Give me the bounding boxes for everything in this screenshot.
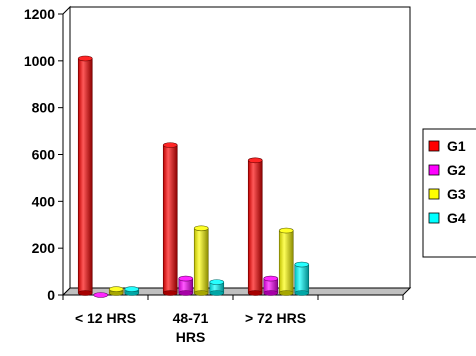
- bar-base: [279, 291, 293, 296]
- legend: G1 G2 G3 G4: [423, 129, 476, 257]
- x-tick-label: HRS: [176, 329, 206, 345]
- x-tick-label: 48-71: [173, 310, 209, 326]
- x-axis: < 12 HRS 48-71 HRS > 72 HRS: [63, 295, 403, 345]
- plot-walls: [63, 7, 410, 295]
- bar-body: [248, 160, 262, 293]
- bar-top: [279, 228, 293, 233]
- y-tick-label: 400: [32, 193, 56, 209]
- bar: [179, 276, 193, 295]
- bar: [210, 280, 224, 296]
- bar-base: [295, 291, 309, 296]
- bar-base: [248, 291, 262, 296]
- bar-base: [210, 291, 224, 296]
- bar-base: [179, 291, 193, 296]
- legend-label: G3: [447, 186, 466, 202]
- bar: [94, 293, 108, 298]
- bar-top: [264, 276, 278, 281]
- legend-swatch: [429, 165, 439, 175]
- bar: [125, 287, 139, 296]
- bar-top: [109, 287, 123, 292]
- bar-top: [210, 280, 224, 285]
- bar-top: [125, 287, 139, 292]
- y-tick-label: 600: [32, 147, 56, 163]
- bar-top: [94, 293, 108, 298]
- side-wall: [63, 7, 70, 295]
- legend-label: G4: [447, 210, 466, 226]
- y-axis: 0 200 400 600 800 1000 1200: [24, 6, 63, 303]
- bar-body: [279, 231, 293, 293]
- bar-body: [163, 145, 177, 293]
- y-tick-label: 200: [32, 240, 56, 256]
- bar-body: [194, 228, 208, 293]
- y-tick-label: 0: [47, 287, 55, 303]
- bar: [78, 56, 92, 296]
- bar-top: [163, 143, 177, 148]
- y-tick-label: 1000: [24, 53, 55, 69]
- x-tick-label: < 12 HRS: [75, 310, 136, 326]
- bar: [248, 158, 262, 296]
- x-tick-label: > 72 HRS: [245, 310, 306, 326]
- bar: [264, 276, 278, 295]
- bar-base: [163, 291, 177, 296]
- bar: [295, 262, 309, 295]
- legend-swatch: [429, 189, 439, 199]
- bar-top: [295, 262, 309, 267]
- bar-top: [248, 158, 262, 163]
- bar-base: [264, 291, 278, 296]
- bar-body: [78, 58, 92, 293]
- bar-top: [179, 276, 193, 281]
- bar-base: [78, 291, 92, 296]
- bar: [194, 226, 208, 296]
- bar: [279, 228, 293, 295]
- bar: [109, 287, 123, 296]
- legend-swatch: [429, 213, 439, 223]
- bar-base: [194, 291, 208, 296]
- legend-label: G1: [447, 138, 466, 154]
- legend-swatch: [429, 141, 439, 151]
- legend-label: G2: [447, 162, 466, 178]
- bar-top: [194, 226, 208, 231]
- back-wall: [70, 7, 410, 288]
- y-tick-label: 800: [32, 100, 56, 116]
- bar-top: [78, 56, 92, 61]
- bar-body: [295, 265, 309, 293]
- bar: [163, 143, 177, 296]
- y-tick-label: 1200: [24, 6, 55, 22]
